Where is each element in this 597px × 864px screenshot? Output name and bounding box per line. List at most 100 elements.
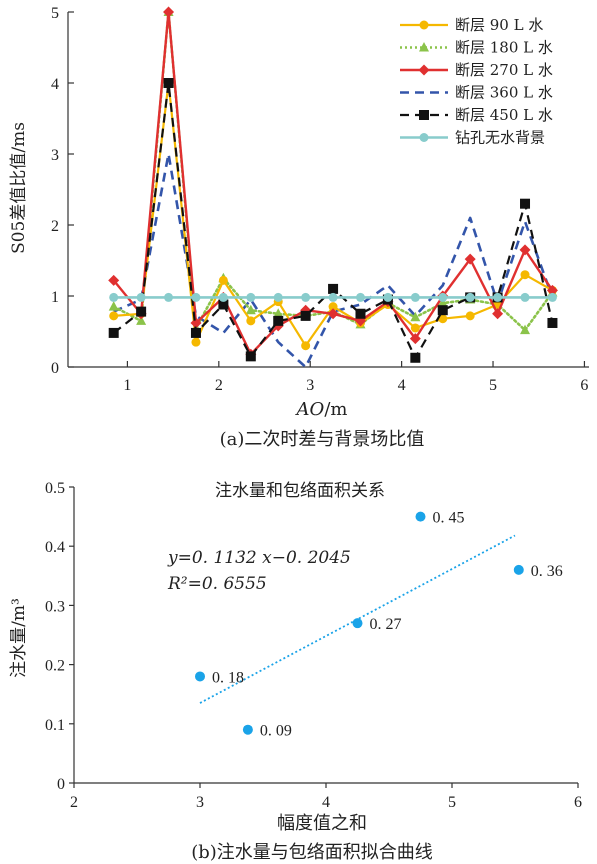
- chart-a-point-s0-p4: [218, 275, 228, 285]
- chart-a-ytick-label: 5: [51, 5, 59, 22]
- chart-a-point-s5-p0: [109, 292, 119, 302]
- chart-a-point-s1-p6: [273, 308, 284, 318]
- chart-b-ytick-label: 0.4: [45, 539, 65, 556]
- chart-a-point-slegend-p5: [419, 133, 429, 142]
- chart-b-xtick-label: 2: [70, 794, 78, 811]
- chart-a-point-s1-p5: [245, 304, 256, 315]
- chart-a-point-s5-p6: [273, 292, 283, 302]
- legend-label-3: 断层 360 L 水: [455, 84, 553, 102]
- chart-a-xtick-label: 2: [215, 377, 223, 394]
- chart-b-point-3: [415, 511, 426, 522]
- chart-b-ytick-label: 0.2: [45, 658, 65, 675]
- chart-b-ytick-label: 0.5: [45, 480, 65, 497]
- chart-a-point-slegend-p2: [418, 64, 430, 76]
- chart-b-xtick-label: 5: [448, 794, 456, 811]
- chart-a: 0 1 2 3 4 5 1 2 3 4 5 6 S05差值比值/ms AO/m (a)二次时差与背景场…: [9, 5, 589, 450]
- chart-b-point-2: [352, 618, 363, 629]
- chart-b-xlabel: 幅度值之和: [277, 813, 367, 834]
- chart-a-point-s5-p9: [355, 292, 365, 302]
- chart-a-point-s5-p14: [493, 292, 503, 302]
- chart-b-point-label-1: 0. 09: [260, 723, 292, 740]
- chart-a-point-s5-p1: [136, 292, 146, 302]
- chart-b-caption: (b)注水量与包络面积拟合曲线: [191, 842, 433, 863]
- chart-b-equation: y=0. 1132 x−0. 2045: [167, 548, 351, 568]
- chart-a-series-line-1: [112, 10, 554, 332]
- chart-b-point-4: [513, 564, 524, 575]
- chart-a-point-s0-p15: [520, 270, 530, 280]
- chart-a-caption: (a)二次时差与背景场比值: [220, 429, 425, 450]
- chart-a-point-s1-p1: [136, 315, 147, 325]
- chart-a-xtick-label: 6: [580, 377, 588, 394]
- chart-a-point-s4-p16: [547, 317, 558, 328]
- chart-b-ytick-label: 0.1: [45, 717, 65, 734]
- chart-a-point-s1-p12: [437, 297, 448, 308]
- chart-a-ylabel: S05差值比值/ms: [9, 122, 29, 254]
- chart-a-point-s4-p0: [108, 327, 119, 338]
- chart-a-point-s0-p5: [246, 316, 256, 326]
- chart-a-point-s5-p8: [328, 292, 338, 302]
- chart-a-point-s1-p11: [410, 311, 421, 322]
- chart-a-point-s5-p12: [438, 292, 448, 302]
- legend-label-1: 断层 180 L 水: [455, 39, 553, 57]
- chart-a-point-s2-p11: [409, 333, 421, 345]
- chart-a-point-s5-p16: [547, 292, 557, 302]
- chart-a-point-s2-p8: [327, 308, 339, 320]
- chart-a-point-s5-p2: [164, 292, 174, 302]
- chart-b-point-label-3: 0. 45: [433, 510, 465, 527]
- chart-b-point-label-2: 0. 27: [370, 616, 402, 633]
- chart-b-title: 注水量和包络面积关系: [215, 481, 385, 501]
- chart-a-point-s4-p12: [437, 305, 448, 316]
- chart-a-point-s1-p15: [520, 324, 531, 335]
- chart-a-ytick-label: 3: [51, 147, 59, 164]
- chart-a-point-s5-p15: [520, 292, 530, 302]
- chart-a-point-s4-p7: [300, 310, 311, 321]
- chart-b: 0 0.1 0.2 0.3 0.4 0.5 2 3 4 5 6 0. 18 0. 09 0. 27 0. …: [9, 480, 582, 863]
- chart-b-ytick-label: 0: [57, 776, 65, 793]
- chart-a-point-s4-p4: [218, 299, 229, 310]
- chart-a-point-s0-p11: [410, 323, 420, 333]
- chart-a-point-s2-p2: [163, 6, 175, 18]
- chart-a-point-s2-p13: [464, 253, 476, 265]
- chart-a-point-s4-p15: [520, 198, 531, 209]
- chart-b-r2: R²=0. 6555: [167, 574, 267, 594]
- chart-a-point-s4-p9: [355, 308, 366, 319]
- chart-a-point-s0-p7: [301, 341, 311, 351]
- chart-a-point-s4-p6: [273, 315, 284, 326]
- chart-a-point-s5-p4: [218, 292, 228, 302]
- legend-label-0: 断层 90 L 水: [455, 16, 543, 34]
- chart-a-point-s0-p8: [328, 302, 338, 312]
- chart-b-trendline: [199, 534, 516, 704]
- chart-b-ylabel: 注水量/m³: [9, 598, 29, 678]
- chart-a-ytick-label: 2: [51, 218, 59, 235]
- chart-a-xlabel-unit: /m: [324, 399, 347, 420]
- chart-a-point-s2-p0: [108, 274, 120, 286]
- chart-a-point-slegend-p1: [419, 42, 429, 52]
- chart-a-point-s4-p3: [190, 327, 201, 338]
- chart-a-point-slegend-p0: [419, 20, 429, 30]
- legend-label-2: 断层 270 L 水: [455, 61, 553, 79]
- chart-a-point-s0-p3: [191, 337, 201, 347]
- chart-b-xtick-label: 4: [322, 794, 330, 811]
- chart-a-legend: 断层 90 L 水断层 180 L 水断层 270 L 水断层 360 L 水断…: [400, 16, 553, 147]
- chart-a-point-slegend-p4: [419, 110, 429, 120]
- chart-a-point-s0-p13: [465, 311, 475, 321]
- chart-b-point-label-4: 0. 36: [531, 563, 563, 580]
- chart-a-point-s5-p5: [246, 292, 256, 302]
- legend-label-4: 断层 450 L 水: [455, 106, 553, 124]
- chart-a-point-s2-p3: [190, 317, 202, 329]
- chart-a-point-s4-p11: [410, 352, 421, 363]
- chart-a-ytick-label: 0: [51, 360, 59, 377]
- chart-a-xtick-label: 5: [489, 377, 497, 394]
- legend-label-5: 钻孔无水背景: [455, 129, 545, 147]
- chart-a-ytick-label: 4: [51, 76, 59, 93]
- chart-a-xtick-label: 1: [123, 377, 131, 394]
- chart-a-point-s4-p8: [328, 283, 339, 294]
- chart-a-point-s5-p3: [191, 292, 201, 302]
- chart-b-point-0: [195, 671, 205, 682]
- chart-a-point-s4-p5: [245, 351, 256, 362]
- chart-a-point-s2-p14: [492, 308, 504, 320]
- chart-a-point-s2-p15: [519, 244, 531, 256]
- chart-a-point-s0-p12: [438, 314, 448, 324]
- chart-a-point-s5-p13: [465, 292, 475, 302]
